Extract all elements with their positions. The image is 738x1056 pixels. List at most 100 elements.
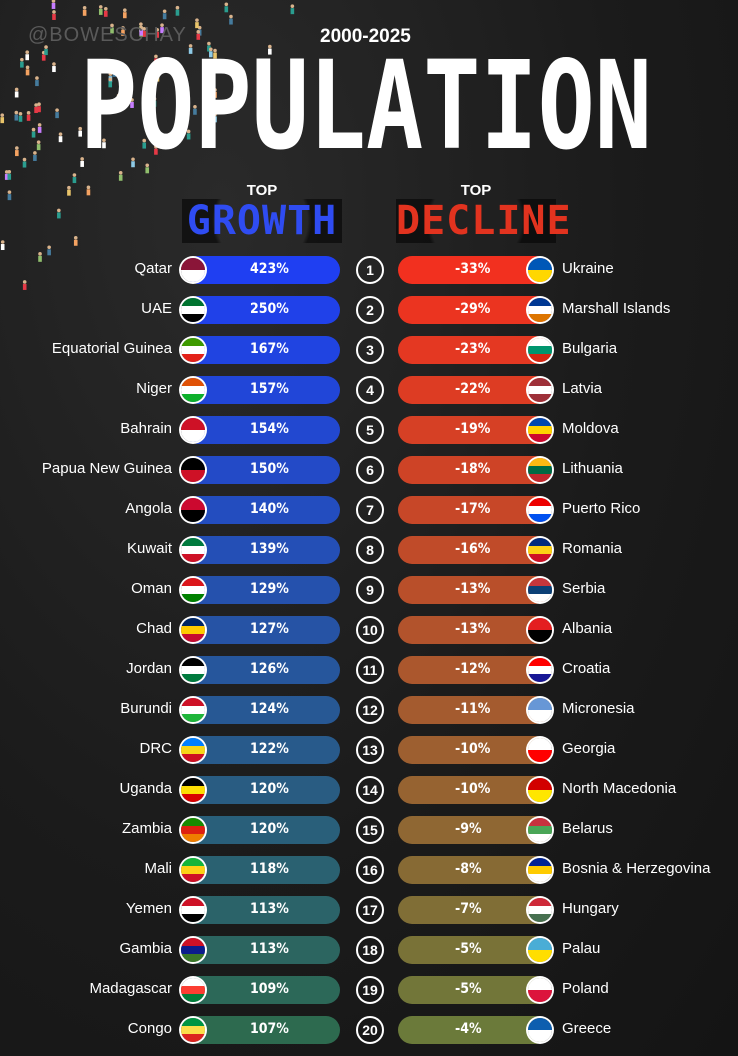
growth-country-name: Uganda [119, 780, 172, 797]
decline-header-label: DECLINE [396, 198, 572, 244]
growth-value: 250% [250, 301, 289, 317]
page-title: POPULATION [80, 50, 652, 160]
growth-bar [184, 616, 340, 644]
growth-flag-icon [181, 738, 205, 762]
decline-value: -18% [455, 461, 491, 477]
table-row: Niger 157% 4 -22% Latvia [0, 376, 738, 404]
rank-badge: 3 [356, 336, 384, 364]
growth-bar [184, 576, 340, 604]
growth-value: 118% [250, 861, 289, 877]
rank-badge: 6 [356, 456, 384, 484]
decline-value: -9% [455, 821, 482, 837]
growth-country-name: Jordan [126, 660, 172, 677]
decline-bar [398, 296, 550, 324]
decline-bar [398, 536, 550, 564]
growth-flag-icon [181, 538, 205, 562]
decline-country-name: Georgia [562, 740, 616, 757]
decline-country-name: Lithuania [562, 460, 623, 477]
table-row: DRC 122% 13 -10% Georgia [0, 736, 738, 764]
growth-flag-icon [181, 418, 205, 442]
decline-bar [398, 376, 550, 404]
decline-flag-icon [528, 458, 552, 482]
growth-flag-icon [181, 458, 205, 482]
growth-flag-icon [181, 578, 205, 602]
table-row: Qatar 423% 1 -33% Ukraine [0, 256, 738, 284]
growth-bar [184, 776, 340, 804]
decline-country-name: North Macedonia [562, 780, 677, 797]
growth-value: 129% [250, 581, 289, 597]
table-row: Burundi 124% 12 -11% Micronesia [0, 696, 738, 724]
growth-flag-icon [181, 618, 205, 642]
decline-country-name: Latvia [562, 380, 603, 397]
decline-bar [398, 256, 550, 284]
growth-value: 423% [250, 261, 289, 277]
growth-country-name: Zambia [121, 820, 172, 837]
growth-bar [184, 256, 340, 284]
growth-bar [184, 496, 340, 524]
table-row: Zambia 120% 15 -9% Belarus [0, 816, 738, 844]
decline-bar [398, 656, 550, 684]
decline-bar [398, 336, 550, 364]
decline-flag-icon [528, 338, 552, 362]
decline-flag-icon [528, 858, 552, 882]
growth-value: 157% [250, 381, 289, 397]
growth-country-name: UAE [141, 300, 172, 317]
decline-value: -7% [455, 901, 482, 917]
decline-country-name: Greece [562, 1020, 612, 1037]
decline-value: -17% [455, 501, 491, 517]
decline-bar [398, 416, 550, 444]
growth-value: 120% [250, 781, 289, 797]
rank-badge: 11 [356, 656, 384, 684]
decline-flag-icon [528, 818, 552, 842]
decline-country-name: Puerto Rico [562, 500, 641, 517]
decline-value: -5% [455, 941, 482, 957]
decline-country-name: Bosnia & Herzegovina [562, 860, 711, 877]
growth-bar [184, 736, 340, 764]
decline-flag-icon [528, 698, 552, 722]
decline-country-name: Moldova [562, 420, 619, 437]
rank-badge: 7 [356, 496, 384, 524]
rank-badge: 15 [356, 816, 384, 844]
growth-bar [184, 336, 340, 364]
rank-badge: 9 [356, 576, 384, 604]
decline-flag-icon [528, 738, 552, 762]
decline-flag-icon [528, 538, 552, 562]
table-row: Gambia 113% 18 -5% Palau [0, 936, 738, 964]
decline-value: -5% [455, 981, 482, 997]
decline-flag-icon [528, 378, 552, 402]
growth-flag-icon [181, 378, 205, 402]
decline-flag-icon [528, 418, 552, 442]
growth-flag-icon [181, 498, 205, 522]
decline-country-name: Ukraine [562, 260, 614, 277]
rank-badge: 17 [356, 896, 384, 924]
decline-value: -4% [455, 1021, 482, 1037]
decline-bar [398, 616, 550, 644]
decline-flag-icon [528, 298, 552, 322]
growth-flag-icon [181, 258, 205, 282]
growth-value: 113% [250, 941, 289, 957]
growth-country-name: Madagascar [89, 980, 172, 997]
decline-bar [398, 456, 550, 484]
growth-value: 107% [250, 1021, 289, 1037]
decline-flag-icon [528, 498, 552, 522]
growth-value: 126% [250, 661, 289, 677]
rank-badge: 14 [356, 776, 384, 804]
growth-country-name: Papua New Guinea [41, 460, 172, 477]
decline-flag-icon [528, 978, 552, 1002]
page-title-text: POPULATION [80, 50, 652, 160]
growth-header-label: GROWTH [182, 199, 342, 243]
decline-flag-icon [528, 258, 552, 282]
rank-badge: 12 [356, 696, 384, 724]
growth-bar [184, 456, 340, 484]
growth-flag-icon [181, 1018, 205, 1042]
decline-country-name: Croatia [562, 660, 611, 677]
decline-flag-icon [528, 778, 552, 802]
rank-badge: 16 [356, 856, 384, 884]
rank-badge: 5 [356, 416, 384, 444]
decline-country-name: Serbia [562, 580, 606, 597]
rank-badge: 20 [356, 1016, 384, 1044]
growth-value: 113% [250, 901, 289, 917]
table-row: Madagascar 109% 19 -5% Poland [0, 976, 738, 1004]
decline-country-name: Romania [562, 540, 623, 557]
decline-country-name: Palau [562, 940, 601, 957]
